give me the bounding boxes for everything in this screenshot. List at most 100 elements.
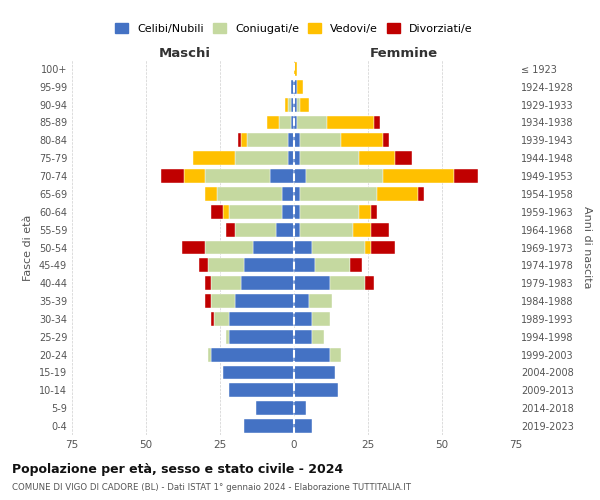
- Bar: [374, 116, 380, 130]
- Bar: [294, 348, 329, 362]
- Bar: [282, 187, 294, 201]
- Text: Maschi: Maschi: [158, 47, 211, 60]
- Bar: [208, 348, 211, 362]
- Bar: [244, 419, 294, 433]
- Bar: [229, 312, 294, 326]
- Bar: [235, 151, 288, 165]
- Bar: [300, 187, 377, 201]
- Bar: [205, 294, 211, 308]
- Bar: [211, 348, 294, 362]
- Bar: [326, 116, 374, 130]
- Bar: [294, 401, 306, 415]
- Bar: [383, 134, 389, 147]
- Text: Popolazione per età, sesso e stato civile - 2024: Popolazione per età, sesso e stato civil…: [12, 462, 343, 475]
- Bar: [294, 187, 300, 201]
- Bar: [300, 205, 359, 219]
- Bar: [241, 134, 247, 147]
- Bar: [235, 222, 276, 236]
- Bar: [329, 276, 365, 290]
- Bar: [294, 80, 297, 94]
- Bar: [217, 187, 282, 201]
- Bar: [226, 222, 235, 236]
- Bar: [288, 98, 291, 112]
- Bar: [418, 187, 424, 201]
- Bar: [253, 240, 294, 254]
- Bar: [297, 80, 303, 94]
- Y-axis label: Fasce di età: Fasce di età: [23, 214, 33, 280]
- Bar: [205, 187, 217, 201]
- Bar: [329, 348, 341, 362]
- Bar: [271, 169, 294, 183]
- Text: COMUNE DI VIGO DI CADORE (BL) - Dati ISTAT 1° gennaio 2024 - Elaborazione TUTTIT: COMUNE DI VIGO DI CADORE (BL) - Dati IST…: [12, 482, 411, 492]
- Bar: [288, 134, 294, 147]
- Bar: [229, 384, 294, 398]
- Bar: [294, 276, 329, 290]
- Bar: [291, 80, 294, 94]
- Bar: [282, 205, 294, 219]
- Bar: [226, 330, 229, 344]
- Bar: [211, 312, 214, 326]
- Bar: [294, 258, 315, 272]
- Bar: [300, 134, 341, 147]
- Bar: [229, 205, 282, 219]
- Bar: [238, 134, 241, 147]
- Bar: [371, 240, 395, 254]
- Y-axis label: Anni di nascita: Anni di nascita: [582, 206, 592, 289]
- Bar: [294, 222, 300, 236]
- Bar: [294, 62, 297, 76]
- Bar: [300, 98, 309, 112]
- Bar: [279, 116, 291, 130]
- Text: Femmine: Femmine: [370, 47, 437, 60]
- Bar: [300, 151, 359, 165]
- Bar: [294, 312, 312, 326]
- Bar: [365, 276, 374, 290]
- Bar: [161, 169, 184, 183]
- Bar: [244, 258, 294, 272]
- Bar: [454, 169, 478, 183]
- Bar: [371, 205, 377, 219]
- Bar: [235, 294, 294, 308]
- Legend: Celibi/Nubili, Coniugati/e, Vedovi/e, Divorziati/e: Celibi/Nubili, Coniugati/e, Vedovi/e, Di…: [111, 18, 477, 38]
- Bar: [205, 276, 211, 290]
- Bar: [294, 151, 300, 165]
- Bar: [371, 222, 389, 236]
- Bar: [294, 98, 297, 112]
- Bar: [214, 312, 229, 326]
- Bar: [182, 240, 205, 254]
- Bar: [241, 276, 294, 290]
- Bar: [294, 384, 338, 398]
- Bar: [291, 98, 294, 112]
- Bar: [395, 151, 412, 165]
- Bar: [294, 134, 300, 147]
- Bar: [309, 294, 332, 308]
- Bar: [377, 187, 418, 201]
- Bar: [297, 116, 326, 130]
- Bar: [208, 258, 244, 272]
- Bar: [312, 240, 365, 254]
- Bar: [211, 276, 241, 290]
- Bar: [312, 330, 323, 344]
- Bar: [223, 205, 229, 219]
- Bar: [306, 169, 383, 183]
- Bar: [383, 169, 454, 183]
- Bar: [205, 240, 253, 254]
- Bar: [291, 116, 294, 130]
- Bar: [211, 205, 223, 219]
- Bar: [288, 151, 294, 165]
- Bar: [353, 222, 371, 236]
- Bar: [276, 222, 294, 236]
- Bar: [229, 330, 294, 344]
- Bar: [268, 116, 279, 130]
- Bar: [294, 419, 312, 433]
- Bar: [315, 258, 350, 272]
- Bar: [294, 366, 335, 380]
- Bar: [300, 222, 353, 236]
- Bar: [199, 258, 208, 272]
- Bar: [359, 151, 395, 165]
- Bar: [247, 134, 288, 147]
- Bar: [193, 151, 235, 165]
- Bar: [211, 294, 235, 308]
- Bar: [294, 116, 297, 130]
- Bar: [184, 169, 205, 183]
- Bar: [294, 330, 312, 344]
